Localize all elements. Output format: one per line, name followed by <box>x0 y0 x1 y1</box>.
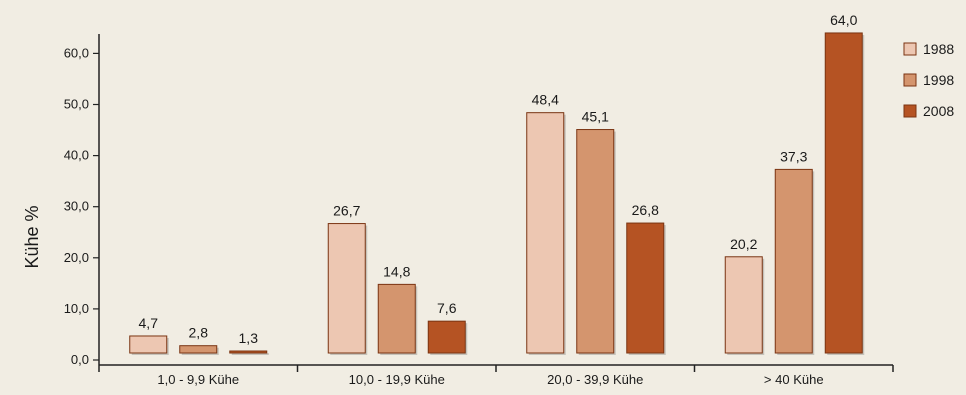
bar-1988 <box>724 256 763 354</box>
bar-value-label: 45,1 <box>582 109 609 125</box>
bar-value-label: 2,8 <box>189 325 209 341</box>
legend-swatch-1988 <box>903 42 917 56</box>
bar-value-label: 20,2 <box>730 236 757 252</box>
bar-2008 <box>427 320 466 354</box>
legend-label: 2008 <box>923 103 954 119</box>
x-category-label: > 40 Kühe <box>764 372 824 387</box>
bar-shadow <box>231 353 269 355</box>
bar-2008 <box>824 32 863 354</box>
bar-value-label: 4,7 <box>139 315 159 331</box>
y-tick-label: 0,0 <box>71 352 89 367</box>
y-tick-label: 40,0 <box>64 148 89 163</box>
bar-value-label: 7,6 <box>437 300 457 316</box>
bar-1988 <box>129 335 168 354</box>
bar-1998 <box>179 345 218 354</box>
bar-2008 <box>626 222 665 354</box>
bar-value-label: 1,3 <box>239 330 259 346</box>
legend-label: 1998 <box>923 72 954 88</box>
y-tick-label: 60,0 <box>64 45 89 60</box>
bar-1988 <box>327 223 366 354</box>
bar-1998 <box>774 168 813 354</box>
bar-2008 <box>229 350 268 354</box>
y-tick-label: 20,0 <box>64 250 89 265</box>
y-tick-label: 50,0 <box>64 97 89 112</box>
bar-1998 <box>377 283 416 354</box>
legend-swatch-2008 <box>903 104 917 118</box>
x-category-label: 10,0 - 19,9 Kühe <box>349 372 445 387</box>
y-axis-label: Kühe % <box>22 205 42 268</box>
bar-value-label: 14,8 <box>383 263 410 279</box>
bar-value-label: 37,3 <box>780 148 807 164</box>
y-tick-label: 10,0 <box>64 301 89 316</box>
legend-label: 1988 <box>923 41 954 57</box>
legend-swatch-1998 <box>903 73 917 87</box>
y-tick-label: 30,0 <box>64 199 89 214</box>
bar-value-label: 26,7 <box>333 203 360 219</box>
bar-value-label: 64,0 <box>830 12 857 28</box>
x-category-label: 20,0 - 39,9 Kühe <box>547 372 643 387</box>
bar-1988 <box>526 112 565 354</box>
x-category-label: 1,0 - 9,9 Kühe <box>157 372 239 387</box>
bar-value-label: 26,8 <box>632 202 659 218</box>
bar-1998 <box>576 129 615 354</box>
bar-value-label: 48,4 <box>532 92 559 108</box>
